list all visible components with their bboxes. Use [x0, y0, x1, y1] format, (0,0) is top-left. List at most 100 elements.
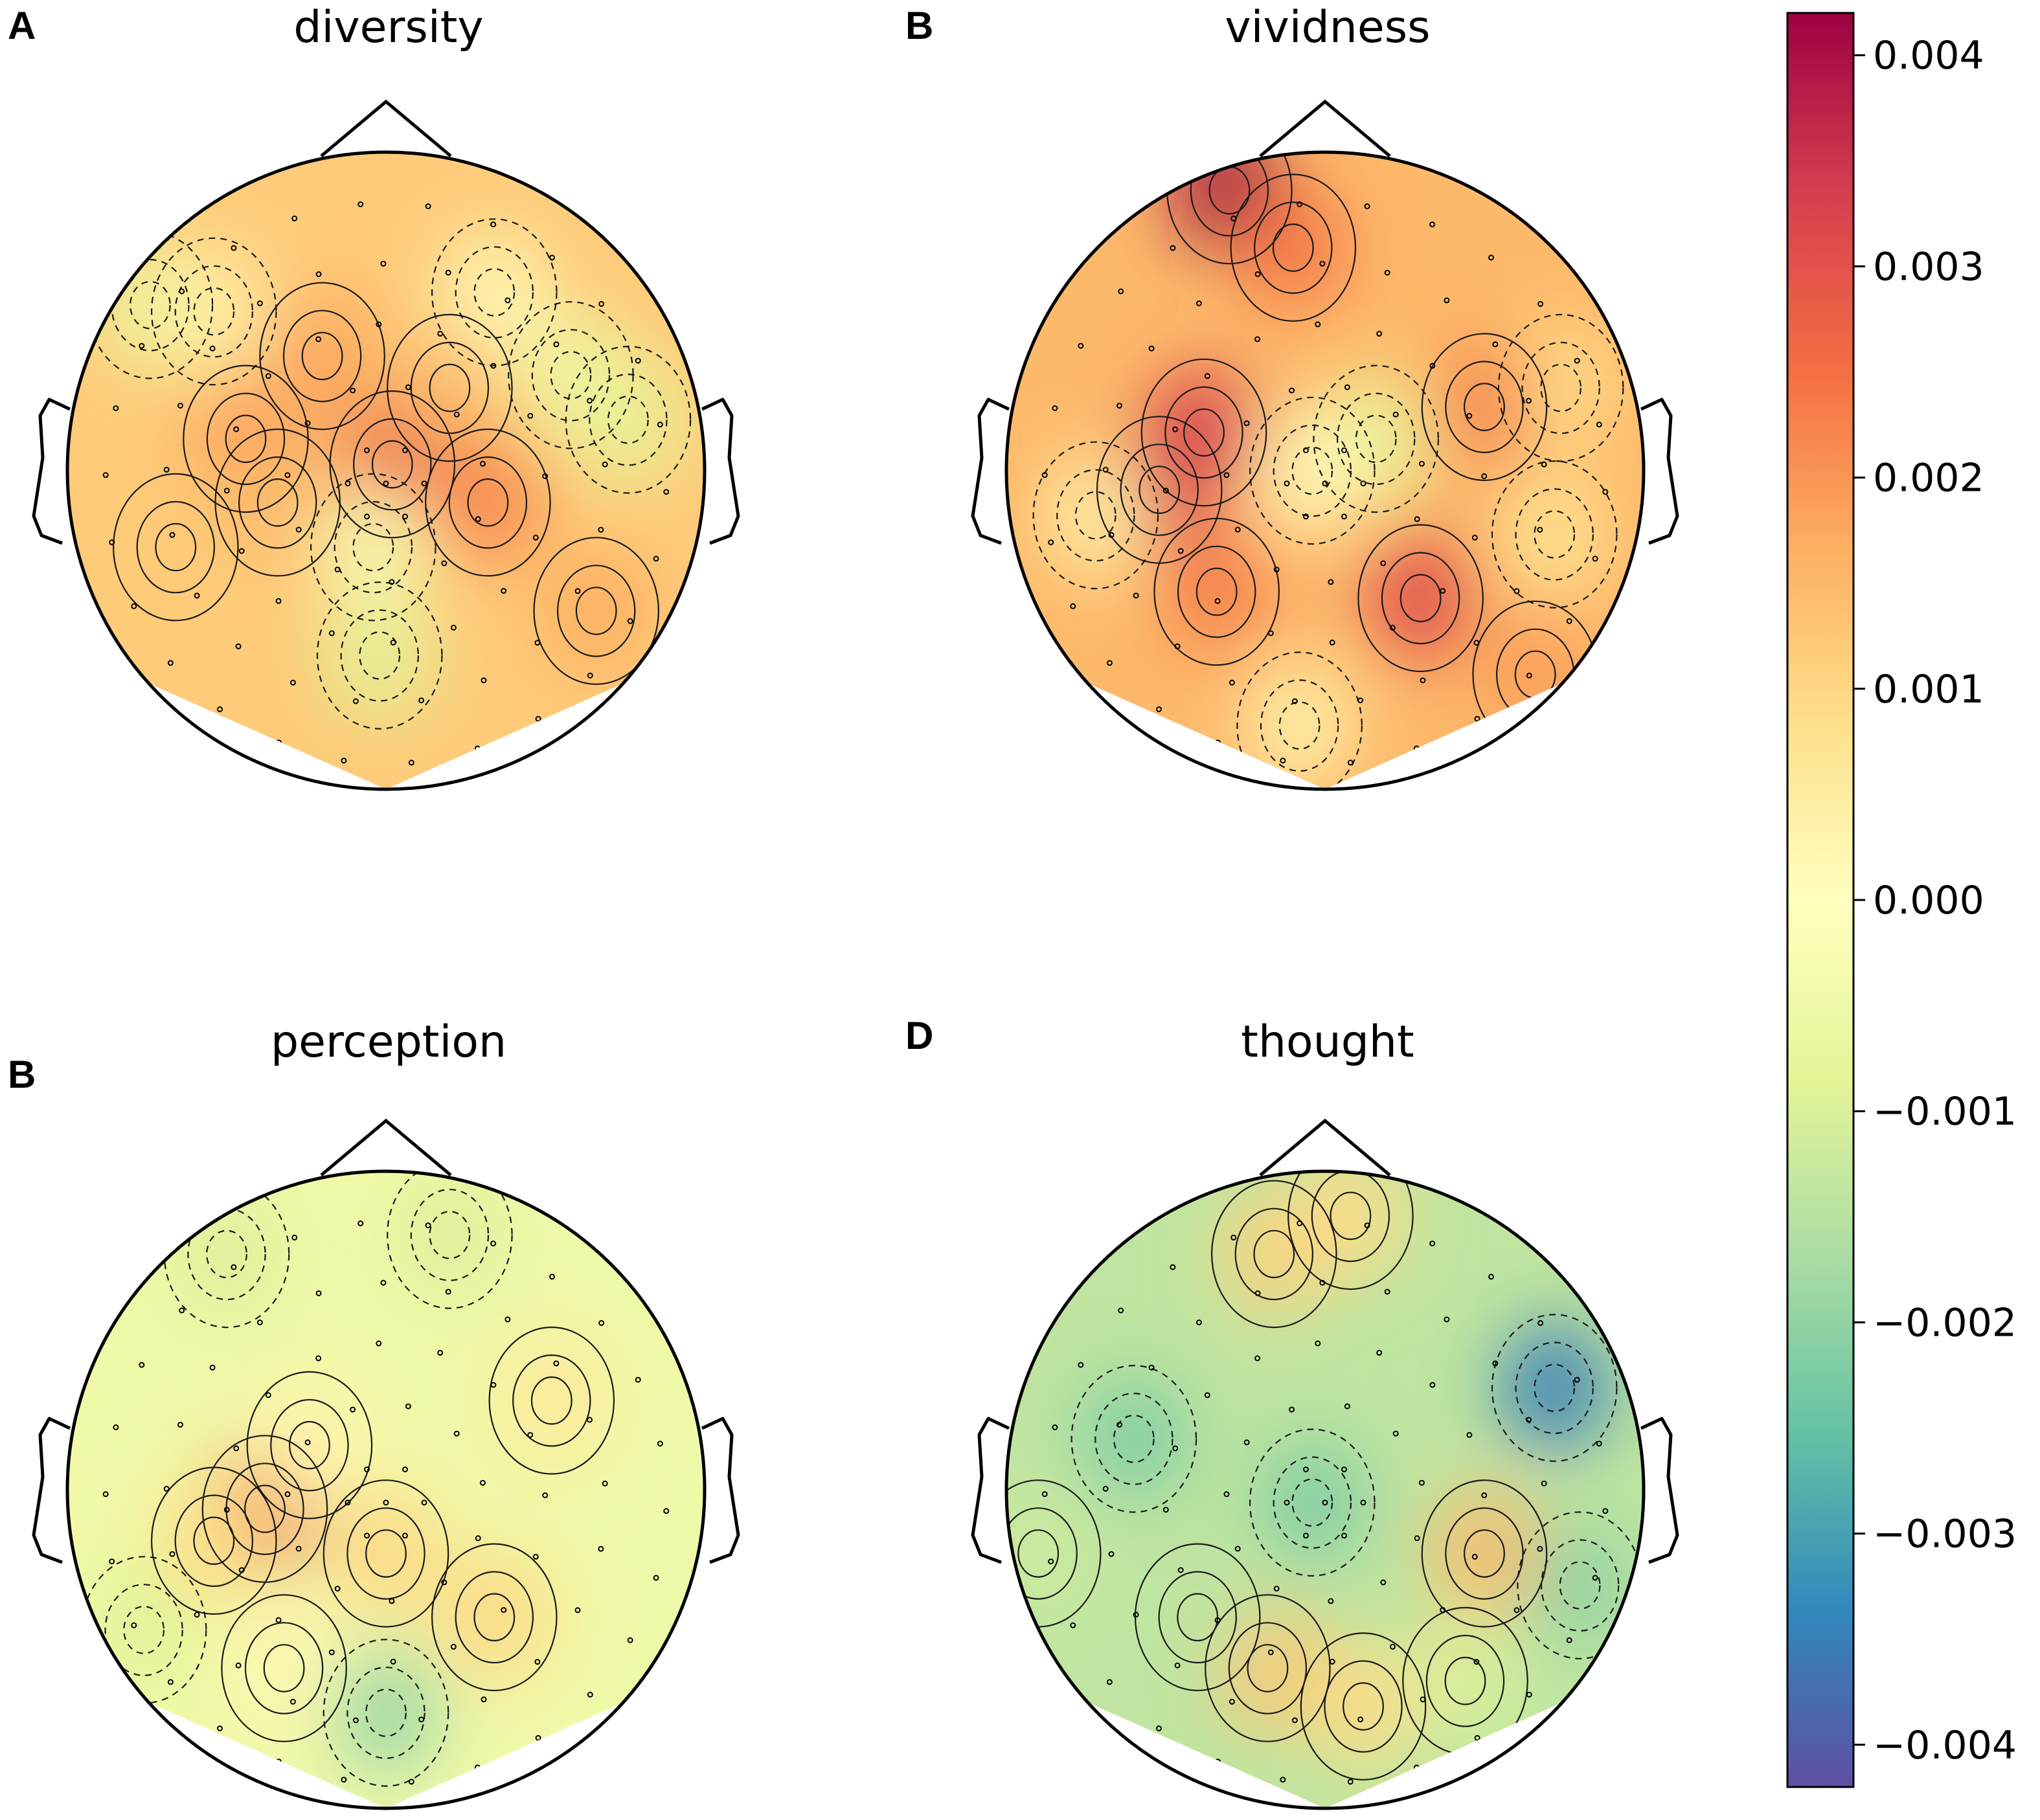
electrode-marker — [390, 1658, 396, 1665]
contour-line — [1139, 466, 1181, 514]
contour-line — [225, 1463, 304, 1555]
contour-line — [1515, 1342, 1594, 1434]
electrode-marker — [1106, 660, 1113, 666]
contour-line — [1287, 1171, 1414, 1290]
electrode-marker — [1357, 1716, 1364, 1723]
electrode-marker — [295, 1545, 302, 1552]
electrode-marker — [389, 579, 395, 585]
electrode-marker — [131, 1622, 137, 1628]
electrode-marker — [1243, 420, 1250, 427]
electrode-marker — [1174, 1662, 1181, 1668]
contour-line — [123, 1606, 165, 1654]
electrode-marker — [598, 1545, 604, 1552]
contour-line — [1236, 651, 1363, 789]
electrode-marker — [1322, 480, 1328, 487]
contour-line — [1300, 1632, 1427, 1781]
electrode-marker — [364, 513, 370, 520]
electrode-marker — [1170, 1264, 1176, 1270]
electrode-marker — [177, 1422, 183, 1428]
electrode-marker — [1230, 1234, 1237, 1241]
electrode-marker — [315, 336, 322, 343]
electrode-marker — [209, 345, 216, 352]
electrode-marker — [1414, 1535, 1420, 1542]
contour-line — [455, 246, 534, 339]
contour-line — [316, 581, 443, 730]
contour-line — [1491, 1314, 1618, 1462]
electrode-marker — [352, 1717, 359, 1724]
electrode-marker — [179, 288, 185, 295]
electrode-marker — [450, 1643, 457, 1650]
contour-line — [512, 1354, 591, 1447]
electrode-marker — [304, 420, 311, 427]
contour-line — [310, 473, 436, 622]
electrode-marker — [481, 1696, 487, 1703]
contour-line — [1230, 174, 1357, 322]
contour-line — [352, 522, 394, 572]
colorbar: 0.004 0.003 0.002 0.001 0.000 −0.001 −0.002 −0.… — [1786, 12, 2017, 1788]
electrode-marker — [238, 548, 245, 554]
contour-line — [323, 1639, 449, 1787]
contour-line — [1381, 552, 1460, 645]
contour-line — [531, 329, 611, 421]
contour-line — [365, 1529, 407, 1578]
electrode-marker — [1444, 1316, 1450, 1323]
contour-line — [353, 418, 432, 511]
contour-line — [1074, 491, 1116, 540]
head-outline — [65, 1169, 707, 1810]
contour-line — [289, 1421, 330, 1470]
electrode-marker — [1376, 1349, 1383, 1356]
electrode-marker — [1341, 513, 1347, 520]
electrode-marker — [1360, 480, 1366, 487]
left-ear-outline — [32, 398, 71, 545]
contour-line — [1540, 363, 1582, 412]
electrode-marker — [598, 1320, 605, 1326]
electrode-marker — [1429, 1241, 1436, 1247]
electrode-marker — [445, 269, 451, 276]
electrode-marker — [1513, 1607, 1520, 1613]
electrode-marker — [334, 1586, 341, 1592]
electrode-marker — [1592, 556, 1598, 562]
electrode-marker — [1526, 1691, 1532, 1698]
electrode-marker — [1048, 539, 1054, 546]
electrode-marker — [1234, 1545, 1241, 1552]
contour-line — [1445, 361, 1524, 453]
electrode-marker — [587, 1691, 593, 1698]
nose-outline — [1259, 1118, 1391, 1176]
contour-line — [1153, 517, 1280, 666]
electrode-marker — [481, 677, 487, 684]
electrode-marker — [350, 387, 356, 394]
electrode-marker — [1466, 412, 1473, 419]
right-ear-outline — [701, 398, 740, 545]
electrode-marker — [1341, 447, 1347, 453]
electrode-marker — [1289, 1406, 1295, 1413]
electrode-marker — [587, 1417, 593, 1423]
colorbar-tick-label: −0.004 — [1873, 1723, 2017, 1768]
electrode-marker — [364, 1533, 370, 1539]
electrode-marker — [256, 300, 263, 306]
contour-line — [1196, 567, 1238, 616]
left-ear-outline — [971, 398, 1010, 545]
electrode-marker — [1041, 1491, 1048, 1498]
panel-perception: B perception — [8, 1017, 740, 1810]
electrode-marker — [1473, 1659, 1480, 1665]
electrode-marker — [1291, 698, 1298, 704]
contour-line — [193, 287, 235, 336]
electrode-marker — [341, 758, 347, 764]
electrode-marker — [1133, 1612, 1139, 1618]
electrode-marker — [1319, 1279, 1326, 1286]
electrode-marker — [275, 1617, 282, 1623]
electrode-marker — [233, 426, 240, 433]
electrode-marker — [534, 1659, 541, 1665]
electrode-marker — [1214, 598, 1221, 604]
electrode-marker — [1481, 1492, 1488, 1498]
contour-line — [1071, 1365, 1197, 1513]
contour-line — [410, 341, 490, 434]
contour-line — [1158, 1571, 1237, 1664]
head-outline — [1004, 1169, 1646, 1810]
contour-line — [193, 1516, 235, 1566]
electrode-marker — [445, 1288, 451, 1295]
electrode-marker — [1380, 1579, 1387, 1586]
contour-line — [263, 1644, 305, 1692]
contour-line — [1343, 1682, 1384, 1731]
colorbar-tick-label: 0.003 — [1873, 244, 1984, 289]
